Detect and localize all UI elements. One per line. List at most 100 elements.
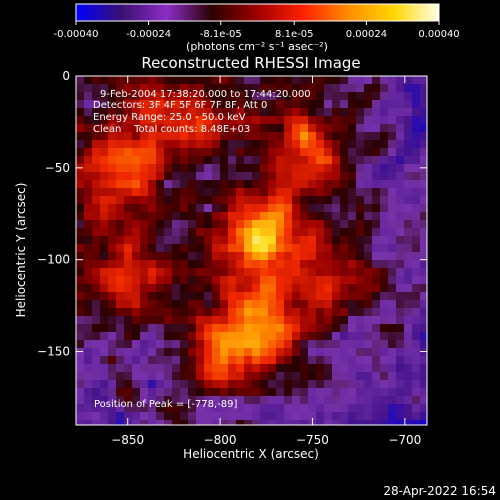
heatmap-cell	[228, 276, 237, 285]
heatmap-cell	[116, 372, 125, 381]
heatmap-cell	[324, 308, 333, 317]
heatmap-cell	[364, 308, 373, 317]
heatmap-cell	[372, 140, 381, 149]
heatmap-cell	[380, 212, 389, 221]
heatmap-cell	[148, 228, 157, 237]
heatmap-cell	[100, 212, 109, 221]
heatmap-cell	[84, 196, 93, 205]
heatmap-cell	[396, 388, 405, 397]
heatmap-cell	[340, 332, 349, 341]
heatmap-cell	[332, 84, 341, 93]
heatmap-cell	[116, 148, 125, 157]
heatmap-cell	[164, 124, 173, 133]
heatmap-cell	[212, 148, 221, 157]
heatmap-cell	[92, 356, 101, 365]
colorbar-tick-label: 0.00024	[346, 29, 387, 40]
heatmap-cell	[148, 396, 157, 405]
heatmap-cell	[412, 172, 421, 181]
heatmap-cell	[332, 148, 341, 157]
heatmap-cell	[140, 236, 149, 245]
heatmap-cell	[100, 276, 109, 285]
heatmap-cell	[260, 388, 269, 397]
heatmap-cell	[172, 100, 181, 109]
heatmap-cell	[92, 188, 101, 197]
heatmap-cell	[84, 340, 93, 349]
heatmap-cell	[228, 148, 237, 157]
heatmap-cell	[196, 148, 205, 157]
heatmap-cell	[84, 404, 93, 413]
heatmap-cell	[396, 172, 405, 181]
heatmap-cell	[124, 284, 133, 293]
heatmap-cell	[324, 196, 333, 205]
heatmap-cell	[412, 92, 421, 101]
heatmap-cell	[220, 236, 229, 245]
chart-title: Reconstructed RHESSI Image	[141, 54, 360, 72]
heatmap-cell	[340, 276, 349, 285]
heatmap-cell	[404, 308, 413, 317]
heatmap-cell	[92, 308, 101, 317]
heatmap-cell	[404, 116, 413, 125]
heatmap-cell	[76, 124, 85, 133]
heatmap-cell	[276, 132, 285, 141]
heatmap-cell	[396, 420, 405, 425]
heatmap-cell	[84, 188, 93, 197]
heatmap-cell	[164, 324, 173, 333]
heatmap-cell	[108, 308, 117, 317]
heatmap-cell	[364, 252, 373, 261]
heatmap-cell	[172, 92, 181, 101]
heatmap-cell	[140, 164, 149, 173]
heatmap-cell	[172, 372, 181, 381]
heatmap-cell	[380, 404, 389, 413]
heatmap-cell	[420, 180, 427, 189]
heatmap-cell	[412, 404, 421, 413]
heatmap-cell	[276, 372, 285, 381]
heatmap-cell	[252, 260, 261, 269]
heatmap-cell	[292, 292, 301, 301]
heatmap-cell	[260, 228, 269, 237]
heatmap-cell	[108, 204, 117, 213]
heatmap-cell	[212, 348, 221, 357]
heatmap-cell	[100, 204, 109, 213]
heatmap-cell	[196, 292, 205, 301]
heatmap-cell	[116, 356, 125, 365]
heatmap-cell	[172, 420, 181, 425]
heatmap-cell	[100, 300, 109, 309]
heatmap-cell	[372, 292, 381, 301]
heatmap-cell	[220, 340, 229, 349]
heatmap-cell	[204, 156, 213, 165]
heatmap-cell	[124, 372, 133, 381]
heatmap-cell	[340, 316, 349, 325]
heatmap-cell	[412, 332, 421, 341]
heatmap-cell	[348, 380, 357, 389]
heatmap-cell	[76, 196, 85, 205]
heatmap-cell	[388, 396, 397, 405]
heatmap-cell	[76, 372, 85, 381]
heatmap-cell	[348, 412, 357, 421]
heatmap-cell	[308, 340, 317, 349]
heatmap-cell	[228, 364, 237, 373]
heatmap-cell	[212, 276, 221, 285]
heatmap-cell	[212, 228, 221, 237]
heatmap-cell	[404, 92, 413, 101]
heatmap-cell	[100, 396, 109, 405]
heatmap-cell	[124, 412, 133, 421]
heatmap-cell	[76, 404, 85, 413]
heatmap-cell	[172, 316, 181, 325]
heatmap-cell	[308, 132, 317, 141]
heatmap-cell	[140, 244, 149, 253]
heatmap-cell	[412, 156, 421, 165]
heatmap-cell	[204, 380, 213, 389]
heatmap-cell	[188, 108, 197, 117]
heatmap-cell	[412, 372, 421, 381]
heatmap-cell	[388, 316, 397, 325]
heatmap-cell	[300, 236, 309, 245]
heatmap-cell	[156, 260, 165, 269]
heatmap-cell	[76, 420, 85, 425]
heatmap-cell	[372, 132, 381, 141]
heatmap-cell	[116, 260, 125, 269]
heatmap-cell	[380, 164, 389, 173]
heatmap-cell	[284, 108, 293, 117]
colorbar-tick-label: -0.00040	[54, 29, 99, 40]
heatmap-cell	[76, 148, 85, 157]
